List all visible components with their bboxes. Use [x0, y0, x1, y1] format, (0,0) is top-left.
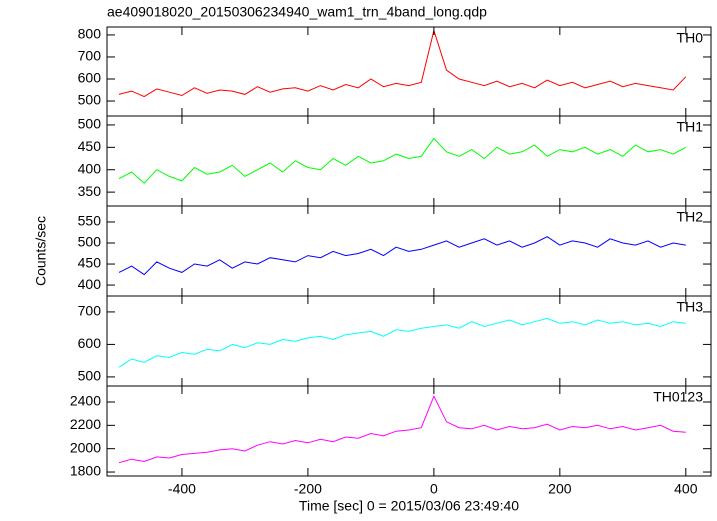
x-tick-label: 0 [430, 481, 438, 497]
panel-label: TH2 [677, 209, 704, 225]
light-curve [118, 28, 687, 98]
panel-frame [106, 295, 712, 387]
chart-title: ae409018020_20150306234940_wam1_trn_4ban… [107, 4, 487, 20]
y-tick-label: 700 [78, 48, 102, 64]
x-axis-label: Time [sec] 0 = 2015/03/06 23:49:40 [299, 498, 519, 514]
panel-label: TH0123 [653, 389, 703, 405]
y-axis-label: Counts/sec [33, 216, 49, 286]
y-tick-label: 800 [78, 26, 102, 42]
y-tick-label: 500 [78, 92, 102, 108]
y-tick-label: 600 [78, 335, 102, 351]
panel-label: TH1 [677, 119, 704, 135]
panel-frame [106, 385, 712, 477]
y-tick-label: 400 [78, 160, 102, 176]
y-tick-label: 2000 [70, 439, 101, 455]
y-tick-label: 450 [78, 255, 102, 271]
y-tick-label: 1800 [70, 463, 101, 479]
light-curve [118, 236, 686, 276]
panel-frame [106, 115, 712, 207]
y-tick-label: 500 [78, 116, 102, 132]
x-tick-label: 200 [548, 481, 572, 497]
y-tick-label: 2200 [70, 416, 101, 432]
y-tick-label: 700 [78, 303, 102, 319]
y-tick-label: 450 [78, 138, 102, 154]
x-tick-label: 400 [674, 481, 698, 497]
y-tick-label: 350 [78, 183, 102, 199]
panel-frame [106, 26, 712, 117]
y-tick-label: 400 [78, 276, 102, 292]
y-tick-label: 600 [78, 70, 102, 86]
y-tick-label: 500 [78, 234, 102, 250]
light-curve [118, 137, 687, 184]
x-tick-label: -200 [294, 481, 322, 497]
y-tick-label: 2400 [70, 393, 101, 409]
panel-label: TH0 [677, 30, 704, 46]
y-tick-label: 500 [78, 368, 102, 384]
y-tick-label: 550 [78, 213, 102, 229]
panel-label: TH3 [677, 299, 704, 315]
x-tick-label: -400 [168, 481, 196, 497]
light-curve [118, 317, 686, 368]
light-curve [118, 394, 686, 464]
